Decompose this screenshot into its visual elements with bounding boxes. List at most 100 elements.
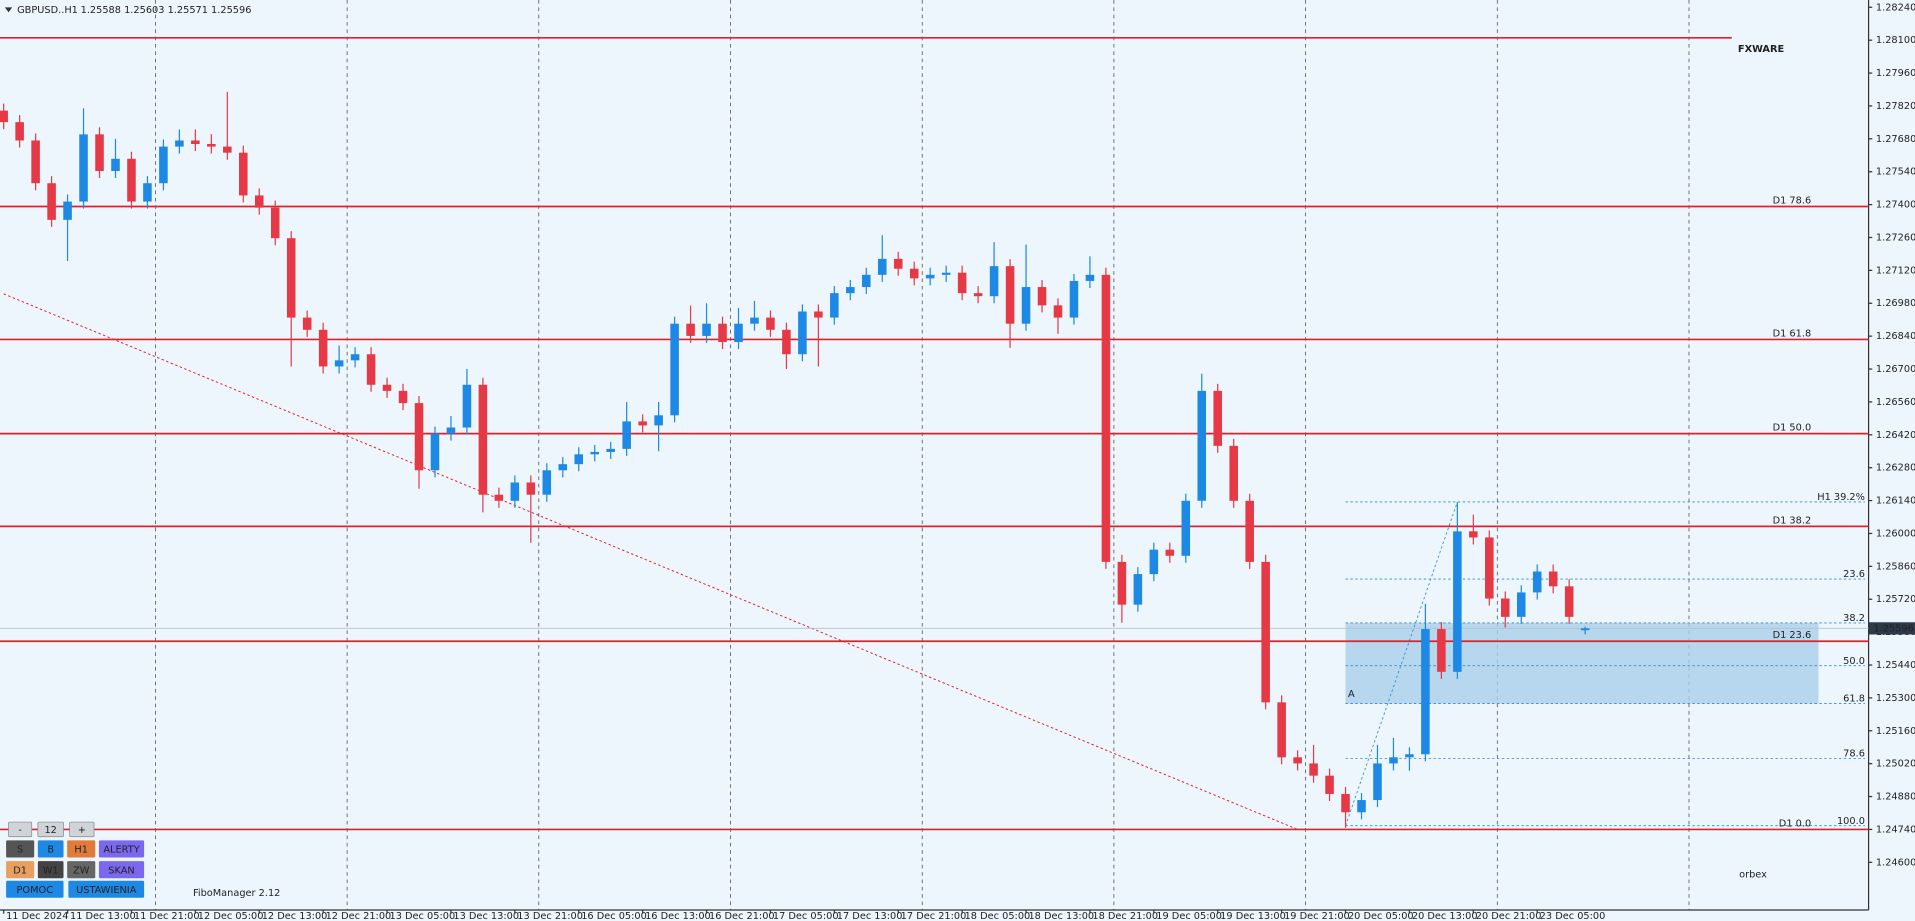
candle-body — [318, 329, 328, 367]
level-label: D1 50.0 — [1773, 423, 1812, 434]
control-label[interactable]: D1 — [13, 865, 27, 876]
stepper-button[interactable] — [37, 821, 64, 838]
control-button[interactable] — [67, 840, 96, 858]
candle-body — [686, 323, 695, 336]
candle-body — [143, 183, 152, 202]
candle-body — [1405, 754, 1414, 758]
control-label[interactable]: SKAN — [108, 865, 134, 876]
fibo-level-label: 61.8 — [1843, 694, 1865, 705]
candle-body — [1325, 775, 1334, 794]
candle-body — [941, 272, 951, 275]
candle-body — [1548, 571, 1558, 587]
y-tick-label: 1.27820 — [1876, 101, 1915, 112]
y-tick-label: 1.25300 — [1876, 693, 1915, 704]
candle-body — [1085, 274, 1095, 281]
control-label[interactable]: B — [47, 845, 54, 856]
control-button[interactable] — [6, 840, 35, 858]
candle-body — [254, 195, 264, 208]
control-label[interactable]: USTAWIENIA — [76, 885, 137, 896]
control-button[interactable] — [68, 880, 145, 898]
control-label[interactable]: H1 — [74, 845, 88, 856]
candle-body — [702, 323, 711, 336]
y-tick-label: 1.26840 — [1876, 331, 1915, 342]
x-tick-label: 16 Dec 21:00 — [709, 911, 775, 921]
candle-body — [127, 158, 136, 202]
candle-body — [1117, 561, 1127, 605]
control-label[interactable]: ALERTY — [103, 845, 139, 856]
fibo-level-label: 38.2 — [1843, 613, 1865, 624]
candle-body — [1037, 287, 1047, 306]
control-button[interactable] — [98, 840, 145, 858]
stepper-button[interactable] — [8, 821, 33, 838]
candle-body — [1149, 549, 1159, 575]
y-tick-label: 1.26700 — [1876, 364, 1915, 375]
candle-body — [654, 415, 663, 426]
stepper-label[interactable]: 12 — [44, 825, 56, 836]
candle-body — [207, 143, 216, 147]
candle-body — [223, 146, 232, 153]
y-tick-label: 1.26560 — [1876, 397, 1915, 408]
x-tick-label: 17 Dec 13:00 — [837, 911, 903, 921]
x-tick-label: 13 Dec 05:00 — [389, 911, 455, 921]
x-tick-label: 17 Dec 05:00 — [773, 911, 839, 921]
candle-body — [542, 470, 552, 495]
candle-body — [830, 293, 839, 318]
candle-body — [1485, 537, 1494, 599]
candle-body — [1229, 445, 1238, 501]
candle-body — [862, 274, 871, 288]
logo-bottom: orbex — [1739, 870, 1767, 881]
control-button[interactable] — [37, 840, 64, 858]
control-label[interactable]: S — [17, 845, 23, 856]
candle-body — [638, 421, 647, 426]
stepper-label[interactable]: - — [18, 825, 22, 836]
candle-body — [191, 140, 200, 144]
candle-body — [382, 384, 392, 391]
candle-body — [1197, 390, 1207, 501]
candle-body — [1213, 390, 1223, 446]
candle-body — [462, 384, 472, 428]
y-tick-label: 1.27540 — [1876, 167, 1915, 178]
candle-body — [590, 451, 599, 455]
x-tick-label: 16 Dec 13:00 — [645, 911, 711, 921]
quote: 1.25588 1.25603 1.25571 1.25596 — [81, 5, 252, 16]
fibo-level-label: 78.6 — [1843, 749, 1865, 760]
candle-body — [1293, 757, 1302, 764]
candle-body — [877, 258, 887, 275]
control-label[interactable]: W1 — [43, 865, 59, 876]
y-tick-label: 1.27400 — [1876, 200, 1915, 211]
candle-body — [1165, 549, 1175, 556]
candle-body — [79, 134, 88, 202]
candle-body — [159, 146, 168, 184]
x-tick-label: 18 Dec 05:00 — [965, 911, 1031, 921]
trendline — [3, 293, 1298, 830]
stepper-label[interactable]: + — [78, 825, 86, 836]
fibo-level-label: 50.0 — [1843, 656, 1865, 667]
candle-body — [334, 360, 344, 367]
control-button[interactable] — [6, 861, 35, 879]
y-tick-label: 1.24880 — [1876, 792, 1915, 803]
level-label: D1 0.0 — [1779, 818, 1811, 829]
control-button[interactable] — [98, 861, 145, 879]
candle-body — [239, 152, 248, 196]
control-button[interactable] — [37, 861, 64, 879]
menu-arrow — [4, 7, 13, 13]
control-button[interactable] — [6, 880, 64, 898]
candle-body — [95, 134, 104, 172]
candle-body — [798, 311, 807, 355]
control-button[interactable] — [67, 861, 96, 879]
control-label[interactable]: ZW — [73, 865, 90, 876]
candle-body — [1437, 629, 1446, 672]
x-tick-label: 19 Dec 21:00 — [1284, 911, 1350, 921]
x-tick-label: 17 Dec 21:00 — [901, 911, 967, 921]
candle-body — [1516, 592, 1526, 617]
candle-body — [1021, 287, 1031, 324]
candle-body — [286, 238, 296, 318]
stepper-button[interactable] — [69, 821, 95, 838]
candle-body — [1069, 280, 1079, 318]
candle-body — [1389, 757, 1398, 764]
fibo-level-label: H1 39.2% — [1817, 492, 1865, 503]
candle-body — [15, 122, 24, 141]
candle-body — [47, 183, 56, 220]
control-label[interactable]: POMOC — [17, 885, 54, 896]
